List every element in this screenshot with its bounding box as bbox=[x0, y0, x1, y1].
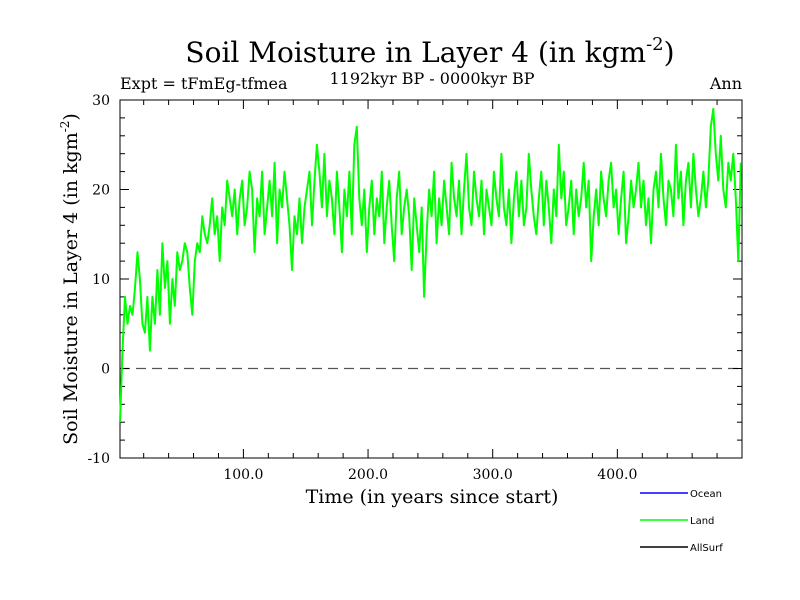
legend-ocean-label: Ocean bbox=[690, 489, 722, 500]
x-tick-label: 300.0 bbox=[473, 467, 513, 483]
y-tick-label: -10 bbox=[87, 451, 110, 467]
x-tick-label: 400.0 bbox=[597, 467, 637, 483]
legend-allsurf-label: AllSurf bbox=[690, 543, 723, 554]
axis-tick-labels: 100.0 200.0 300.0 400.0 -10 0 10 20 30 bbox=[87, 93, 637, 483]
land-series-line bbox=[119, 107, 742, 423]
y-tick-label: 30 bbox=[92, 93, 110, 109]
x-tick-label: 100.0 bbox=[223, 467, 263, 483]
x-axis-label: Time (in years since start) bbox=[306, 486, 559, 508]
plot-frame bbox=[119, 99, 743, 459]
axis-ticks bbox=[120, 99, 742, 459]
chart-subtitle: 1192kyr BP - 0000kyr BP bbox=[330, 69, 535, 88]
legend-item-allsurf: AllSurf bbox=[640, 543, 723, 554]
legend-item-ocean: Ocean bbox=[640, 489, 722, 500]
y-tick-label: 20 bbox=[92, 183, 110, 199]
legend-land-label: Land bbox=[690, 516, 714, 527]
y-tick-label: 10 bbox=[92, 272, 110, 288]
y-tick-label: 0 bbox=[101, 362, 110, 378]
y-axis-label: Soil Moisture in Layer 4 (in kgm-2) bbox=[58, 113, 82, 445]
experiment-label: Expt = tFmEg-tfmea bbox=[120, 74, 288, 93]
legend: Ocean Land AllSurf bbox=[640, 489, 723, 554]
period-label: Ann bbox=[709, 74, 742, 93]
chart-title: Soil Moisture in Layer 4 (in kgm-2) bbox=[185, 34, 674, 69]
legend-item-land: Land bbox=[640, 516, 714, 527]
x-tick-label: 200.0 bbox=[348, 467, 388, 483]
